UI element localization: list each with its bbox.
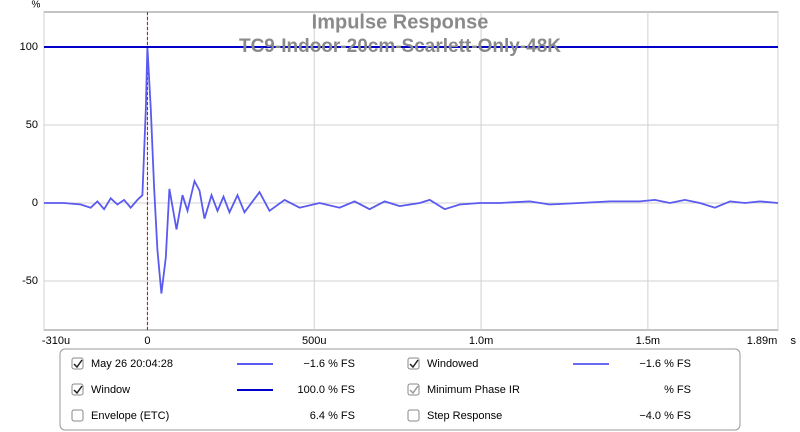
legend-readout: −1.6 % FS (303, 358, 355, 370)
legend-item[interactable]: Envelope (ETC) 6.4 % FS (71, 409, 355, 422)
series-line (44, 46, 779, 294)
checkmark (409, 385, 419, 395)
y-tick-label: -50 (22, 275, 38, 287)
chart-title: Impulse Response (312, 11, 489, 33)
legend-item[interactable]: Minimum Phase IR % FS (407, 383, 691, 396)
legend-item[interactable]: May 26 20:04:28 −1.6 % FS (71, 357, 355, 370)
legend-readout: 100.0 % FS (298, 384, 355, 396)
legend-readout: % FS (664, 384, 691, 396)
x-tick-label: 1.5m (636, 335, 660, 347)
y-tick-label: 0 (32, 197, 38, 209)
x-tick-label: 500u (302, 335, 326, 347)
legend-label: Envelope (ETC) (91, 410, 169, 422)
y-tick-label: 100 (20, 41, 38, 53)
legend-panel (59, 348, 741, 431)
checkbox[interactable] (407, 409, 420, 422)
legend-label: May 26 20:04:28 (91, 358, 173, 370)
checkbox[interactable] (407, 383, 420, 396)
checkbox[interactable] (407, 357, 420, 370)
legend-readout: 6.4 % FS (310, 410, 355, 422)
chart-subtitle: TC9-Indoor-20cm-Scarlett-Only-48K (239, 36, 561, 57)
x-tick-label: -310u (42, 335, 70, 347)
legend-label: Windowed (427, 358, 478, 370)
legend-readout: −1.6 % FS (639, 358, 691, 370)
legend-item[interactable]: Windowed −1.6 % FS (407, 357, 691, 370)
checkbox[interactable] (71, 409, 84, 422)
y-tick-label: 50 (26, 119, 38, 131)
legend-item[interactable]: Step Response −4.0 % FS (407, 409, 691, 422)
legend-label: Step Response (427, 410, 502, 422)
legend-item[interactable]: Window 100.0 % FS (71, 383, 355, 396)
x-tick-label: 1.89m (747, 335, 778, 347)
x-axis-label: s (791, 335, 797, 347)
checkmark (409, 359, 419, 369)
checkmark (73, 385, 83, 395)
x-tick-label: 1.0m (469, 335, 493, 347)
y-axis-label: % (32, 0, 41, 11)
x-tick-label: 0 (144, 335, 150, 347)
legend-label: Minimum Phase IR (427, 384, 520, 396)
legend-readout: −4.0 % FS (639, 410, 691, 422)
checkbox[interactable] (71, 383, 84, 396)
plot-area (43, 11, 779, 331)
legend-label: Window (91, 384, 130, 396)
checkbox[interactable] (71, 357, 84, 370)
checkmark (73, 359, 83, 369)
